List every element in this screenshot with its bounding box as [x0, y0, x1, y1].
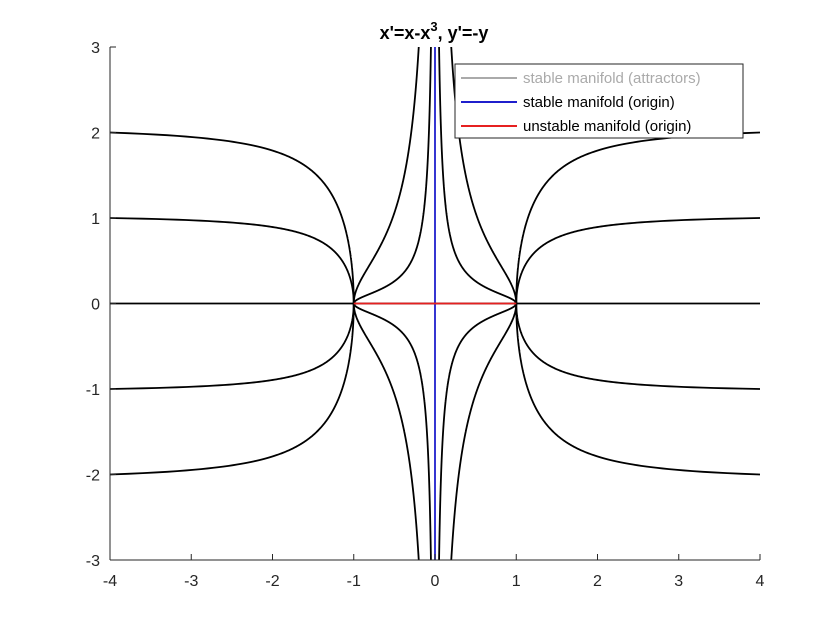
trajectories [110, 47, 760, 560]
x-tick-label: 2 [593, 573, 602, 590]
x-tick-label: 0 [431, 573, 440, 590]
trajectory-11 [450, 47, 518, 304]
trajectory-15 [450, 303, 518, 560]
chart-title-suffix: , y'=-y [438, 23, 489, 43]
trajectory-8 [352, 47, 432, 305]
trajectory-13 [352, 303, 420, 560]
chart-title-main: x'=x-x [380, 23, 431, 43]
trajectory-10 [438, 47, 518, 305]
legend-label-0: stable manifold (attractors) [523, 70, 701, 87]
x-tick-label: 4 [756, 573, 765, 590]
legend: stable manifold (attractors) stable manif… [454, 63, 744, 139]
x-tick-label: -1 [347, 573, 361, 590]
x-tick-label: -4 [103, 573, 117, 590]
x-tick-label: -3 [184, 573, 198, 590]
x-tick-label: 3 [674, 573, 683, 590]
y-tick-label: -3 [86, 553, 100, 570]
legend-label-2: unstable manifold (origin) [523, 118, 691, 135]
x-tick-label: -2 [265, 573, 279, 590]
legend-label-1: stable manifold (origin) [523, 94, 675, 111]
y-tick-label: 0 [91, 297, 100, 314]
y-tick-label: -1 [86, 382, 100, 399]
chart-title: x'=x-x3, y'=-y [380, 19, 489, 43]
chart-title-superscript: 3 [430, 19, 437, 34]
trajectory-12 [352, 302, 432, 560]
trajectory-9 [352, 47, 420, 304]
y-tick-label: 1 [91, 211, 100, 228]
y-tick-label: 2 [91, 126, 100, 143]
manifolds [110, 47, 760, 560]
trajectory-14 [438, 302, 518, 560]
y-tick-label: -2 [86, 468, 100, 485]
x-tick-label: 1 [512, 573, 521, 590]
y-tick-label: 3 [91, 40, 100, 57]
